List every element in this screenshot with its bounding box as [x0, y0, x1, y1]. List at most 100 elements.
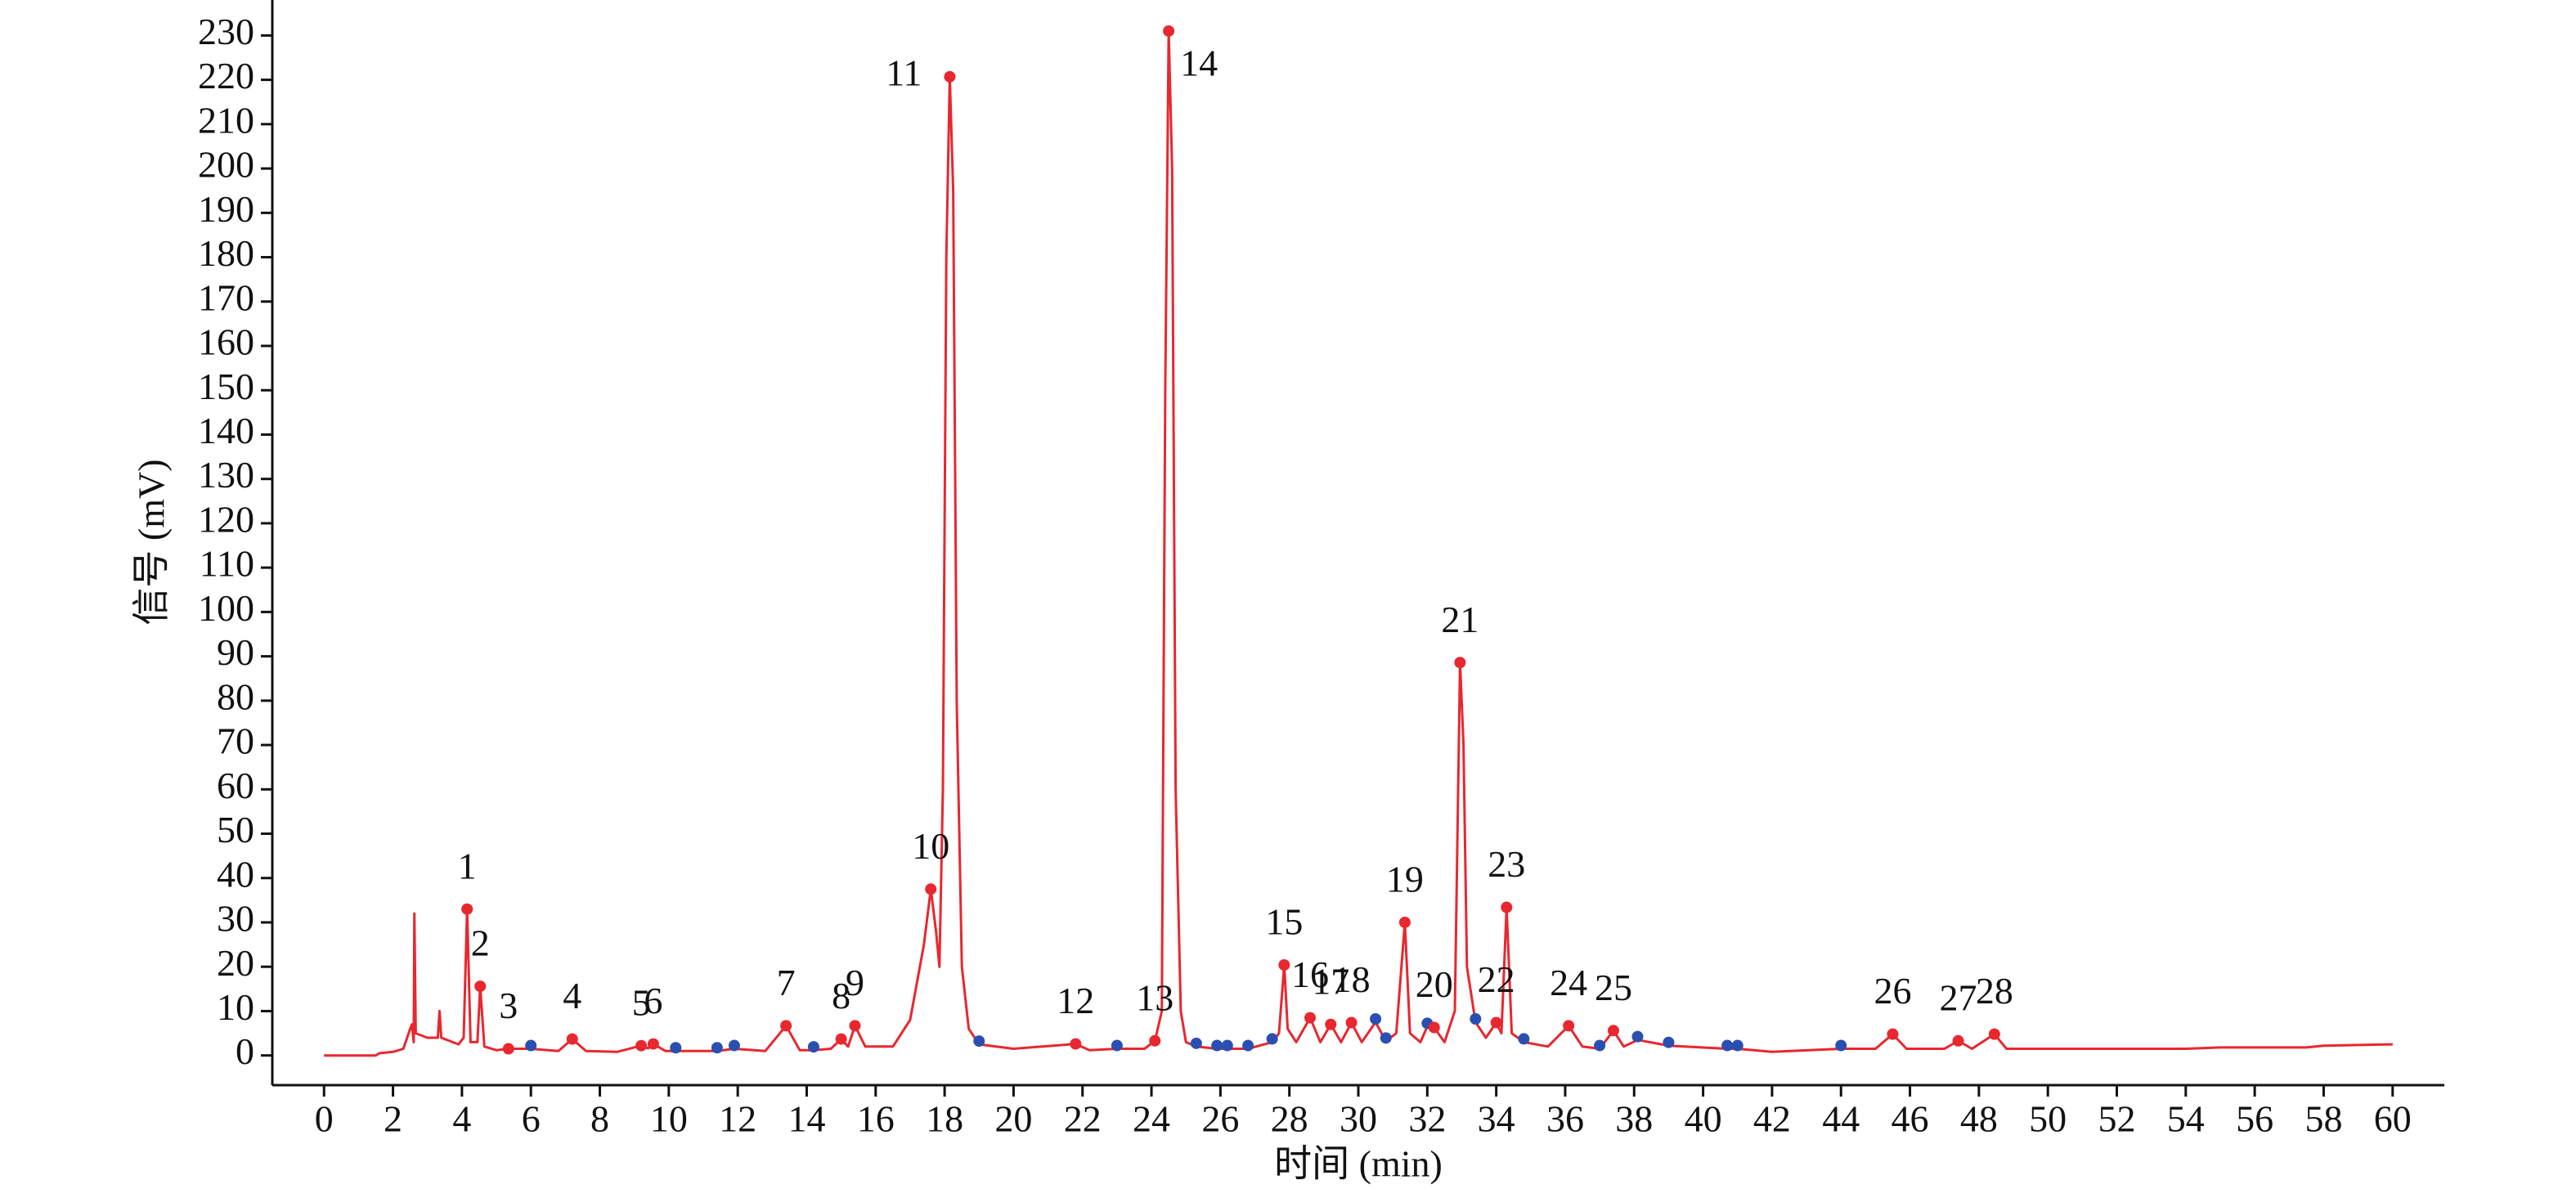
baseline-marker — [525, 1039, 537, 1052]
x-tick-label: 0 — [315, 1098, 334, 1140]
x-axis-label: 时间 (min) — [1274, 1143, 1443, 1185]
peak-label: 4 — [563, 975, 581, 1016]
peak-marker — [1563, 1020, 1575, 1032]
x-tick-label: 58 — [2304, 1098, 2342, 1140]
baseline-marker — [1380, 1032, 1392, 1044]
peak-label: 10 — [912, 825, 949, 867]
peak-marker — [780, 1020, 792, 1032]
y-tick-label: 30 — [217, 898, 254, 940]
peak-label: 17 — [1312, 960, 1349, 1002]
y-tick-label: 160 — [198, 321, 254, 363]
y-tick-label: 100 — [198, 587, 254, 629]
peak-marker — [635, 1039, 648, 1052]
baseline-marker — [1731, 1039, 1744, 1052]
y-tick-label: 120 — [198, 498, 254, 540]
x-tick-label: 10 — [650, 1098, 688, 1140]
peak-marker — [835, 1033, 847, 1045]
baseline-marker — [728, 1039, 740, 1052]
peak-marker — [1454, 657, 1466, 669]
peak-marker — [849, 1020, 861, 1032]
baseline-marker — [1266, 1033, 1278, 1045]
y-tick-label: 80 — [217, 675, 254, 717]
baseline-marker — [1518, 1033, 1530, 1045]
peak-label: 18 — [1333, 958, 1371, 1000]
peak-marker — [474, 980, 487, 993]
peak-label: 28 — [1976, 970, 2013, 1012]
peak-label: 3 — [499, 985, 518, 1026]
x-tick-label: 26 — [1201, 1098, 1239, 1140]
baseline-marker — [1211, 1039, 1223, 1052]
x-tick-label: 42 — [1753, 1098, 1791, 1140]
baseline-marker — [1835, 1039, 1847, 1052]
peak-marker — [1501, 901, 1513, 913]
peak-marker — [1278, 959, 1290, 971]
x-tick-label: 36 — [1546, 1098, 1584, 1140]
x-tick-label: 54 — [2167, 1098, 2205, 1140]
peak-marker — [1163, 25, 1175, 37]
peak-label: 7 — [777, 962, 796, 1003]
y-tick-label: 200 — [198, 144, 254, 186]
baseline-marker — [1631, 1030, 1644, 1043]
peak-marker — [1490, 1016, 1502, 1029]
baseline-marker — [1190, 1037, 1202, 1049]
y-tick-label: 110 — [200, 543, 254, 585]
x-tick-label: 50 — [2029, 1098, 2067, 1140]
x-tick-label: 14 — [788, 1098, 825, 1140]
baseline-marker — [1370, 1012, 1382, 1025]
x-tick-label: 56 — [2236, 1098, 2273, 1140]
x-tick-label: 8 — [590, 1098, 609, 1140]
peak-label: 19 — [1386, 859, 1424, 900]
peak-label: 12 — [1057, 980, 1094, 1021]
peak-label: 15 — [1265, 901, 1303, 943]
baseline-marker — [1221, 1039, 1233, 1052]
trace-line — [324, 29, 2393, 1057]
y-tick-label: 140 — [198, 410, 254, 451]
x-tick-label: 44 — [1822, 1098, 1860, 1140]
x-tick-label: 52 — [2098, 1098, 2135, 1140]
peak-marker — [502, 1043, 514, 1055]
y-tick-label: 150 — [198, 366, 254, 407]
baseline-marker — [807, 1041, 819, 1053]
y-tick-label: 60 — [217, 765, 254, 806]
y-tick-label: 220 — [198, 55, 254, 96]
x-tick-label: 38 — [1615, 1098, 1653, 1140]
baseline-marker — [1663, 1036, 1675, 1048]
peak-marker — [1070, 1038, 1082, 1050]
x-tick-label: 4 — [452, 1098, 471, 1140]
peak-label: 23 — [1488, 843, 1525, 885]
x-tick-label: 60 — [2374, 1098, 2412, 1140]
peak-label: 1 — [458, 845, 477, 886]
peak-marker — [1887, 1028, 1899, 1040]
peak-marker — [1988, 1028, 2000, 1040]
y-axis-label: 信号 (mV) — [131, 459, 173, 625]
peak-label: 14 — [1180, 43, 1218, 84]
baseline-marker — [670, 1042, 682, 1054]
peak-label: 13 — [1136, 976, 1174, 1018]
peak-label: 26 — [1874, 970, 1911, 1012]
peak-marker — [1607, 1025, 1619, 1037]
x-tick-label: 18 — [926, 1098, 963, 1140]
peak-marker — [1952, 1034, 1964, 1047]
x-tick-label: 48 — [1960, 1098, 1998, 1140]
x-tick-label: 40 — [1685, 1098, 1722, 1140]
peak-marker — [566, 1033, 578, 1045]
x-tick-label: 30 — [1340, 1098, 1377, 1140]
peak-marker — [944, 70, 956, 83]
y-tick-label: 230 — [198, 11, 254, 52]
peak-marker — [925, 883, 937, 895]
peak-label: 8 — [832, 975, 850, 1016]
x-tick-label: 16 — [857, 1098, 895, 1140]
peak-label: 6 — [644, 980, 662, 1021]
baseline-marker — [973, 1035, 985, 1048]
y-tick-label: 0 — [236, 1030, 254, 1072]
y-tick-label: 190 — [198, 188, 254, 230]
x-tick-label: 24 — [1133, 1098, 1170, 1140]
y-tick-label: 20 — [217, 942, 254, 984]
x-tick-label: 12 — [719, 1098, 756, 1140]
x-tick-label: 46 — [1892, 1098, 1929, 1140]
y-tick-label: 90 — [217, 631, 254, 673]
baseline-marker — [1470, 1012, 1482, 1025]
peak-label: 25 — [1595, 967, 1632, 1008]
